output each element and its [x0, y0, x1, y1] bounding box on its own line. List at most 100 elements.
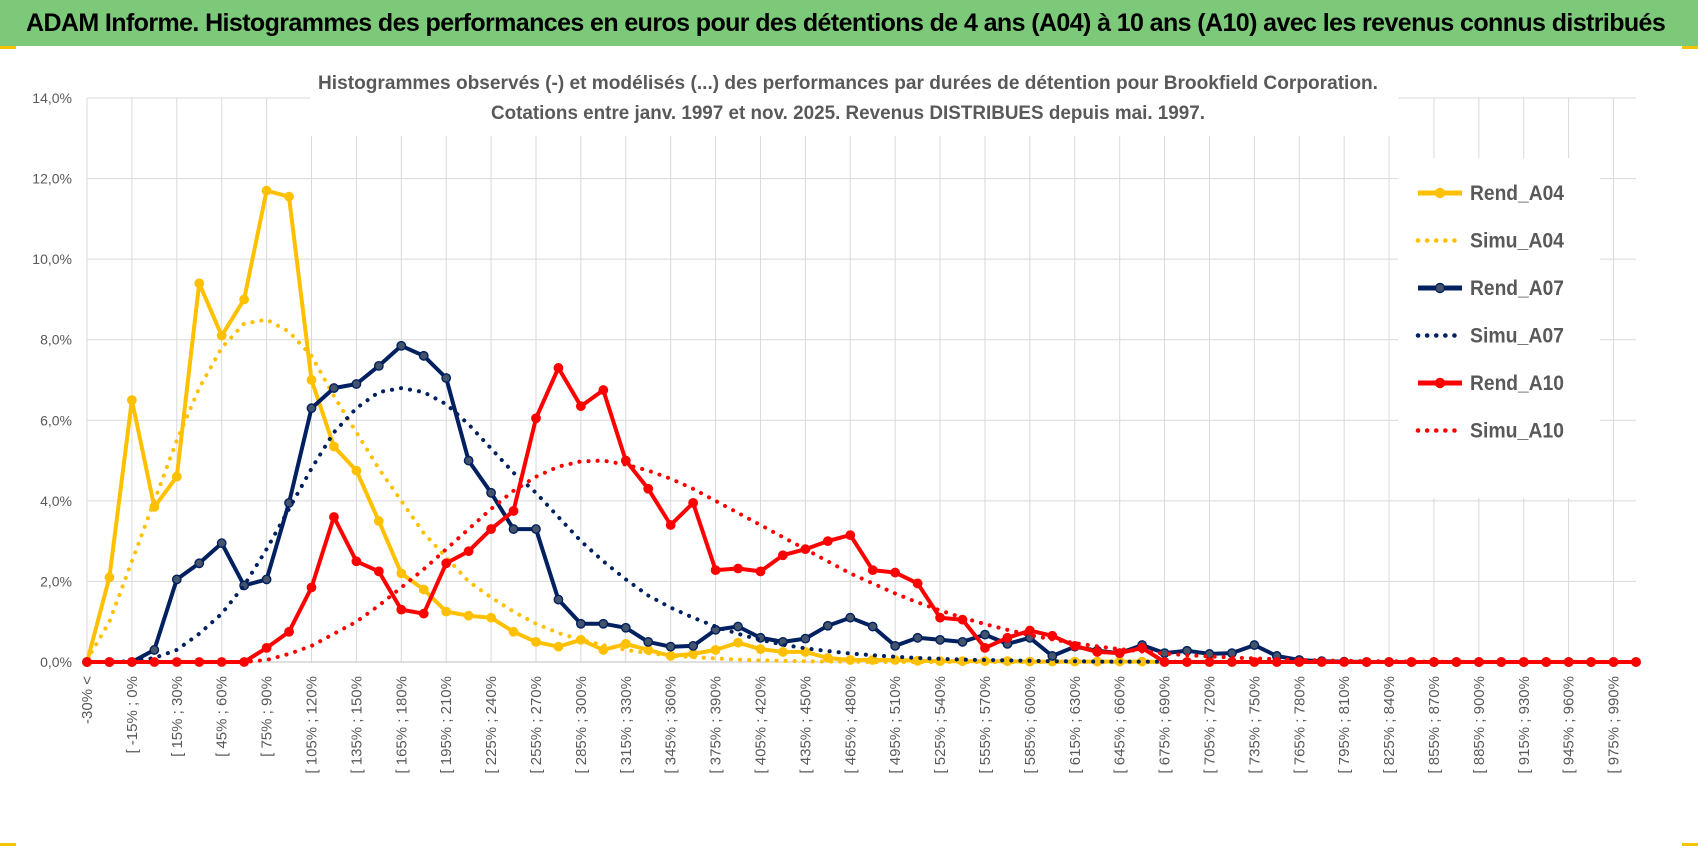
legend-label: Simu_A10	[1470, 420, 1564, 443]
data-point	[665, 520, 676, 530]
data-point	[396, 568, 407, 579]
data-point	[1182, 657, 1192, 667]
x-tick-label: [ 105% ; 120%	[303, 676, 320, 774]
x-tick-label: [ 975% ; 990%	[1606, 676, 1623, 774]
x-tick-label: [ 75% ; 90%	[259, 676, 276, 757]
legend: Rend_A04 Simu_A04 Rend_A07 Simu_A07 Rend_A10…	[1398, 158, 1600, 498]
data-point	[643, 636, 654, 647]
legend-label: Rend_A04	[1470, 182, 1564, 205]
legend-item: Rend_A10	[1418, 372, 1564, 395]
data-point	[261, 574, 272, 585]
chart-title-background	[310, 64, 1398, 136]
data-point	[800, 633, 811, 644]
data-point	[171, 471, 182, 482]
legend-label: Simu_A07	[1470, 325, 1564, 348]
legend-marker	[1434, 282, 1446, 294]
data-point	[1249, 640, 1260, 650]
data-point	[463, 455, 474, 466]
corner-mark	[1682, 843, 1698, 846]
x-tick-label: [ 645% ; 660%	[1112, 676, 1129, 774]
data-point	[822, 620, 833, 631]
corner-mark	[0, 46, 16, 49]
data-point	[261, 643, 272, 653]
x-tick-label: [ 315% ; 330%	[618, 676, 635, 774]
data-point	[688, 640, 699, 651]
legend-item: Rend_A07	[1418, 277, 1564, 300]
data-point	[418, 584, 429, 595]
data-point	[149, 645, 160, 655]
y-tick-label: 14,0%	[32, 90, 72, 106]
data-point	[643, 483, 654, 494]
x-tick-label: [ 675% ; 690%	[1157, 676, 1174, 774]
x-tick-label: [ 435% ; 450%	[797, 676, 814, 774]
data-point	[957, 636, 968, 647]
data-point	[935, 612, 945, 623]
x-tick-label: [ 225% ; 240%	[483, 676, 500, 774]
data-point	[733, 637, 743, 648]
x-tick-label: [ 795% ; 810%	[1336, 676, 1353, 774]
data-point	[980, 629, 990, 640]
data-point	[329, 512, 339, 522]
legend-label: Simu_A04	[1470, 230, 1564, 253]
x-tick-label: [ 285% ; 300%	[573, 676, 590, 774]
data-point	[980, 643, 990, 653]
legend-item: Simu_A04	[1415, 230, 1564, 253]
data-point	[463, 546, 474, 557]
data-point	[418, 608, 429, 619]
data-point	[553, 641, 564, 652]
data-point	[486, 487, 496, 498]
data-point	[733, 563, 743, 574]
x-tick-label: [ 165% ; 180%	[393, 676, 410, 774]
legend-label: Rend_A07	[1470, 277, 1564, 300]
data-point	[935, 634, 945, 645]
y-tick-label: 12,0%	[32, 171, 72, 187]
data-point	[598, 385, 609, 395]
corner-mark	[0, 843, 16, 846]
data-point	[867, 565, 878, 576]
data-point	[306, 582, 317, 593]
x-tick-label: [ 615% ; 630%	[1067, 676, 1084, 774]
y-tick-label: 0,0%	[40, 654, 72, 670]
data-point	[1024, 625, 1035, 636]
data-point	[508, 626, 519, 637]
data-point	[531, 636, 541, 647]
data-point	[553, 363, 564, 373]
data-point	[867, 621, 878, 632]
data-point	[531, 524, 541, 534]
data-point	[373, 516, 384, 526]
data-point	[104, 572, 115, 583]
data-point	[284, 191, 294, 202]
data-point	[531, 413, 541, 424]
data-point	[463, 610, 474, 621]
data-point	[845, 530, 856, 540]
x-tick-label: -30% <	[79, 676, 96, 724]
data-point	[284, 626, 294, 637]
data-point	[890, 567, 901, 578]
data-point	[194, 278, 205, 289]
data-point	[486, 524, 496, 534]
data-point	[710, 565, 721, 576]
x-tick-label: [ 555% ; 570%	[977, 676, 994, 774]
data-point	[194, 558, 205, 569]
data-point	[126, 395, 137, 406]
data-point	[351, 556, 362, 567]
data-point	[486, 612, 496, 623]
x-tick-label: [ 945% ; 960%	[1561, 676, 1578, 774]
data-point	[1204, 657, 1215, 667]
data-point	[239, 294, 250, 305]
data-point	[845, 612, 856, 623]
data-point	[351, 465, 362, 476]
data-point	[306, 403, 317, 414]
chart-title-line1: Histogrammes observés (-) et modélisés (…	[318, 73, 1378, 94]
x-tick-label: [ 255% ; 270%	[528, 676, 545, 774]
data-point	[261, 185, 272, 196]
data-point	[778, 550, 788, 561]
x-tick-label: [ 765% ; 780%	[1291, 676, 1308, 774]
page-title: ADAM Informe. Histogrammes des performan…	[0, 0, 1698, 46]
data-point	[575, 618, 586, 629]
x-tick-label: [ 495% ; 510%	[887, 676, 904, 774]
data-point	[755, 566, 766, 577]
data-point	[1114, 648, 1125, 659]
x-tick-label: [ 915% ; 930%	[1516, 676, 1533, 774]
data-point	[441, 373, 452, 383]
